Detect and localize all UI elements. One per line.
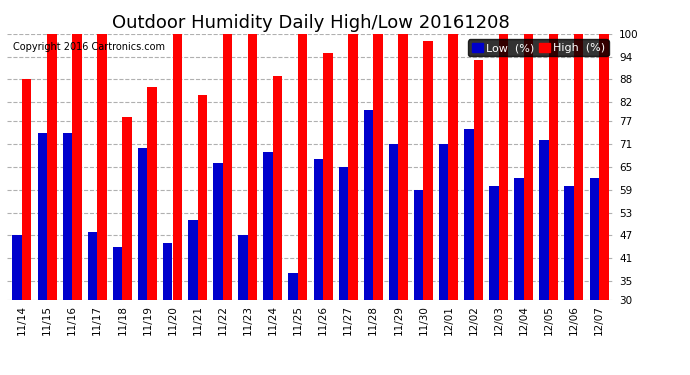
Text: Copyright 2016 Cartronics.com: Copyright 2016 Cartronics.com <box>13 42 165 52</box>
Bar <box>88 231 97 300</box>
Bar <box>138 148 148 300</box>
Bar <box>12 236 22 300</box>
Bar <box>273 76 282 300</box>
Bar <box>248 34 257 300</box>
Bar <box>448 34 458 300</box>
Bar <box>323 53 333 300</box>
Bar <box>514 178 524 300</box>
Bar <box>163 243 172 300</box>
Bar <box>339 167 348 300</box>
Bar <box>72 34 81 300</box>
Bar <box>97 34 107 300</box>
Bar <box>37 133 47 300</box>
Bar <box>499 34 509 300</box>
Bar <box>188 220 197 300</box>
Legend: Low  (%), High  (%): Low (%), High (%) <box>469 39 609 56</box>
Bar <box>238 236 248 300</box>
Bar <box>424 41 433 300</box>
Bar <box>373 34 383 300</box>
Bar <box>540 140 549 300</box>
Bar <box>564 186 574 300</box>
Bar <box>489 186 499 300</box>
Bar <box>589 178 599 300</box>
Bar <box>414 190 424 300</box>
Bar <box>223 34 233 300</box>
Bar <box>264 152 273 300</box>
Bar <box>298 34 308 300</box>
Bar <box>364 110 373 300</box>
Bar <box>313 159 323 300</box>
Bar <box>439 144 449 300</box>
Bar <box>473 60 483 300</box>
Title: Outdoor Humidity Daily High/Low 20161208: Outdoor Humidity Daily High/Low 20161208 <box>112 14 509 32</box>
Bar <box>464 129 473 300</box>
Bar <box>122 117 132 300</box>
Bar <box>63 133 72 300</box>
Bar <box>172 34 182 300</box>
Bar <box>47 34 57 300</box>
Bar <box>348 34 357 300</box>
Bar <box>148 87 157 300</box>
Bar <box>22 80 32 300</box>
Bar <box>549 34 558 300</box>
Bar <box>524 34 533 300</box>
Bar <box>388 144 398 300</box>
Bar <box>197 94 207 300</box>
Bar <box>599 34 609 300</box>
Bar <box>288 273 298 300</box>
Bar <box>398 34 408 300</box>
Bar <box>112 247 122 300</box>
Bar <box>213 163 223 300</box>
Bar <box>574 34 584 300</box>
